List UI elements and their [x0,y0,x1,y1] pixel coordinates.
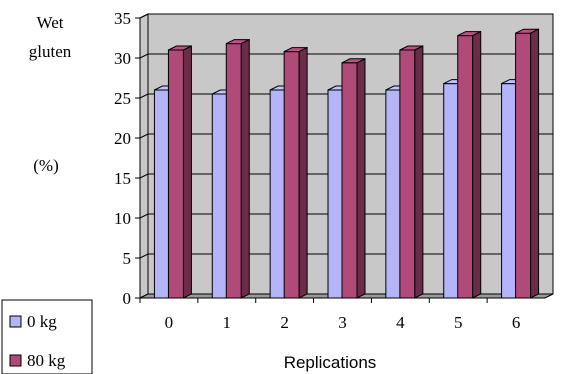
bar-front [457,35,474,299]
x-tick-label-3: 3 [338,313,347,332]
bar-front [399,49,416,299]
y-tick-label-15: 15 [114,169,131,188]
y-tick-label-35: 35 [114,9,131,28]
y-tick-label-25: 25 [114,89,131,108]
bar-front [153,89,170,299]
bar-front [283,51,300,299]
bar-side [414,45,424,299]
bar-front [211,93,228,299]
x-tick-label-6: 6 [512,313,521,332]
bar-front [501,83,518,299]
x-tick-label-1: 1 [223,313,232,332]
bars [153,28,540,299]
x-tick-label-4: 4 [396,313,405,332]
bar-80-kg-rep-0 [167,45,192,299]
bar-side [356,57,366,299]
bar-80-kg-rep-1 [225,38,250,299]
bar-80-kg-rep-5 [457,30,482,299]
bar-side [530,28,540,299]
legend: 0 kg 80 kg [1,299,93,374]
legend-label-0-kg: 0 kg [27,312,57,331]
bar-side [472,30,482,299]
y-tick-labels: 0 5 10 15 20 25 30 35 [114,9,131,308]
bar-front [443,83,460,299]
y-tick-label-0: 0 [123,289,132,308]
bar-front [341,62,358,299]
y-tick-label-30: 30 [114,49,131,68]
bar-80-kg-rep-2 [283,46,308,299]
bar-front [327,89,344,299]
y-tick-label-20: 20 [114,129,131,148]
gridline-35 [139,13,553,19]
side-wall [139,13,149,299]
bar-80-kg-rep-6 [515,28,540,299]
bar-front [515,32,532,299]
x-tick-label-5: 5 [454,313,463,332]
y-axis-label-line2: gluten [29,42,72,61]
x-tick-label-2: 2 [280,313,289,332]
legend-swatch-80-kg [9,354,22,367]
x-tick-labels: 0 1 2 3 4 5 6 [165,313,521,332]
bar-front [385,89,402,299]
y-axis-unit-label: (%) [33,156,58,175]
bar-side [240,38,250,299]
y-tick-label-5: 5 [123,249,132,268]
legend-swatch-0-kg [9,315,22,328]
bar-side [182,45,192,299]
y-tick-label-10: 10 [114,209,131,228]
bar-80-kg-rep-3 [341,57,366,299]
bar-front [167,49,184,299]
x-axis-label: Replications [284,353,377,372]
bar-front [225,43,242,299]
bar-front [269,89,286,299]
y-axis-label-line1: Wet [37,13,64,32]
legend-label-80-kg: 80 kg [27,351,66,370]
bar-80-kg-rep-4 [399,45,424,299]
bar-side [298,46,308,299]
x-tick-label-0: 0 [165,313,174,332]
